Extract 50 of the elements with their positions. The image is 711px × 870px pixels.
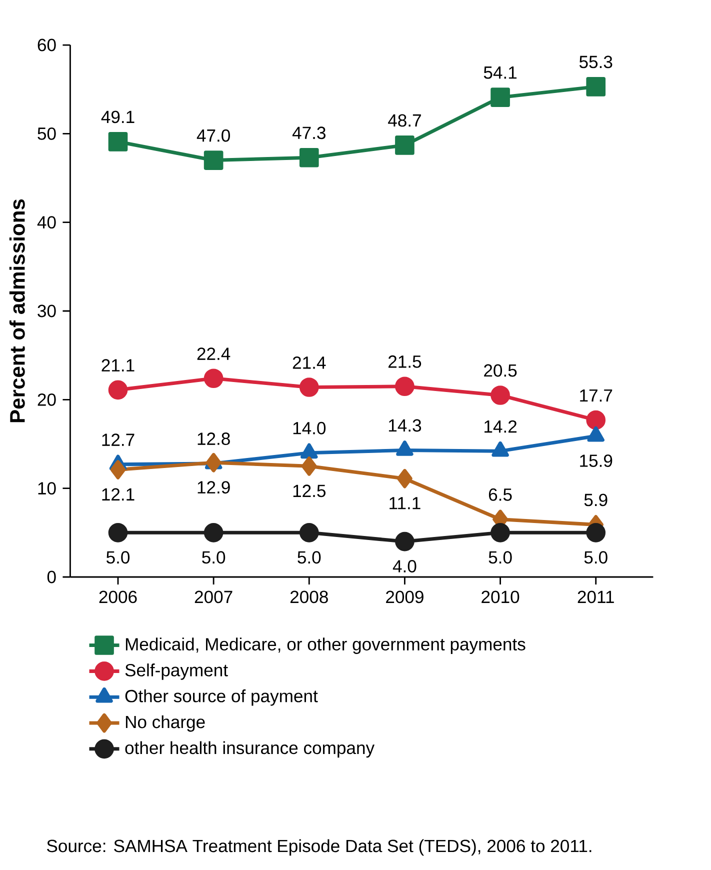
y-tick-label: 20 (38, 393, 56, 406)
legend-label: Self-payment (125, 663, 228, 680)
data-label: 12.1 (102, 488, 134, 500)
y-tick-label: 30 (38, 304, 56, 318)
data-label: 22.4 (197, 348, 230, 360)
data-label: 15.9 (580, 454, 612, 467)
y-tick-label: 60 (38, 38, 56, 52)
y-tick-label: 10 (38, 482, 56, 495)
source-note: Source: SAMHSA Treatment Episode Data Set (TEDS), 2006 to 2011. (47, 839, 592, 856)
x-tick-label: 2011 (578, 590, 614, 604)
data-label: 21.1 (102, 359, 134, 372)
data-label: 12.5 (293, 484, 326, 498)
legend-label: Other source of payment (125, 689, 318, 706)
data-label: 4.0 (392, 560, 416, 572)
data-label: 6.5 (488, 488, 512, 501)
data-label: 55.3 (579, 56, 612, 68)
legend-label: Medicaid, Medicare, or other government payments (126, 638, 526, 654)
x-tick-label: 2009 (386, 590, 424, 604)
y-tick-label: 40 (37, 216, 56, 229)
data-label: 12.8 (198, 432, 230, 445)
data-label: 21.5 (388, 355, 422, 368)
data-label: 49.1 (101, 110, 134, 124)
x-tick-label: 2008 (290, 590, 328, 604)
data-label: 54.1 (484, 66, 517, 79)
y-axis-title: Percent of admissions (9, 199, 25, 422)
data-label: 14.3 (388, 419, 422, 432)
x-tick-label: 2006 (99, 590, 137, 604)
data-label: 17.7 (580, 389, 612, 402)
data-label: 5.9 (584, 494, 608, 506)
data-label: 48.7 (388, 114, 421, 127)
data-label: 12.9 (198, 481, 230, 494)
data-label: 11.1 (390, 497, 420, 510)
data-label: 47.0 (196, 129, 230, 142)
data-label: 5.0 (488, 551, 512, 564)
data-label: 12.7 (102, 434, 134, 446)
y-tick-label: 50 (38, 127, 56, 140)
legend-label: other health insurance company (125, 741, 375, 758)
x-tick-label: 2007 (194, 590, 232, 604)
data-label: 20.5 (484, 364, 517, 377)
data-label: 5.0 (202, 551, 226, 564)
data-label: 14.0 (293, 422, 326, 434)
data-label: 5.0 (584, 551, 608, 564)
data-label: 21.4 (292, 356, 326, 369)
data-label: 5.0 (106, 551, 130, 564)
data-label: 14.2 (484, 420, 517, 433)
data-label: 47.3 (292, 126, 326, 140)
data-label: 5.0 (298, 551, 321, 564)
y-tick-label: 0 (47, 570, 56, 584)
x-tick-label: 2010 (482, 590, 520, 604)
legend-label: No charge (126, 715, 205, 732)
